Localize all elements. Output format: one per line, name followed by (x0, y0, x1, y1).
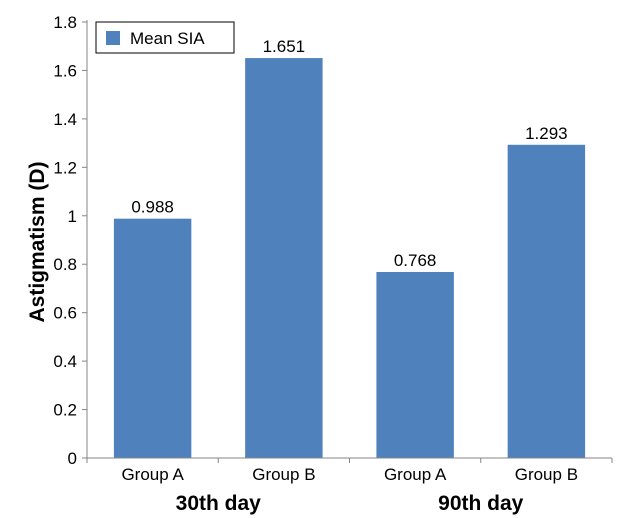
y-tick-label: 0 (68, 449, 77, 468)
y-tick-label: 1.4 (53, 110, 77, 129)
y-tick-label: 0.8 (53, 255, 77, 274)
y-axis: 0 0.2 0.4 0.6 0.8 1 1.2 1.4 1.6 1.8 (53, 13, 87, 468)
data-label: 1.651 (263, 37, 306, 56)
y-axis-label: Astigmatism (D) (26, 161, 49, 322)
y-tick-label: 1.6 (53, 61, 77, 80)
legend-label: Mean SIA (130, 29, 205, 48)
x-axis: Group A Group B Group A Group B 30th day 90th… (87, 458, 612, 515)
group-label: 90th day (438, 492, 524, 515)
y-tick-label: 0.6 (53, 304, 77, 323)
x-tick-label: Group A (121, 465, 184, 484)
x-tick-label: Group B (515, 465, 578, 484)
y-tick-label: 0.2 (53, 401, 77, 420)
y-tick-label: 1 (68, 207, 77, 226)
group-label: 30th day (176, 492, 262, 515)
bars (114, 58, 585, 458)
x-tick-label: Group A (384, 465, 447, 484)
data-labels: 0.988 1.651 0.768 1.293 (131, 37, 567, 270)
bar (245, 58, 322, 458)
y-tick-label: 0.4 (53, 352, 77, 371)
y-tick-label: 1.8 (53, 13, 77, 32)
x-tick-label: Group B (252, 465, 315, 484)
bar (508, 145, 585, 458)
bar (376, 272, 453, 458)
y-tick-label: 1.2 (53, 158, 77, 177)
data-label: 1.293 (525, 124, 568, 143)
data-label: 0.768 (394, 251, 437, 270)
legend-swatch (106, 31, 120, 45)
data-label: 0.988 (131, 198, 174, 217)
legend: Mean SIA (96, 22, 234, 53)
bar (114, 219, 191, 458)
